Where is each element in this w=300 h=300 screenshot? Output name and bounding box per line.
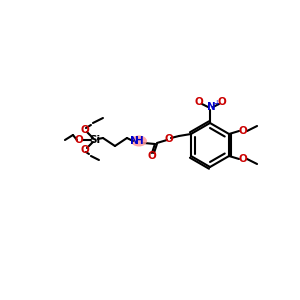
- Text: N: N: [207, 102, 215, 112]
- Text: O: O: [75, 135, 83, 145]
- Text: +: +: [213, 98, 219, 107]
- Text: Si: Si: [89, 135, 100, 145]
- Text: O: O: [239, 126, 248, 136]
- Text: O: O: [148, 151, 156, 161]
- Text: O: O: [81, 145, 89, 155]
- Text: O: O: [195, 97, 203, 107]
- Text: O: O: [239, 154, 248, 164]
- Text: H: H: [135, 136, 143, 146]
- Ellipse shape: [131, 136, 147, 146]
- Text: N: N: [130, 136, 138, 146]
- Text: O: O: [218, 97, 226, 107]
- Text: O: O: [165, 134, 173, 144]
- Text: O: O: [81, 125, 89, 135]
